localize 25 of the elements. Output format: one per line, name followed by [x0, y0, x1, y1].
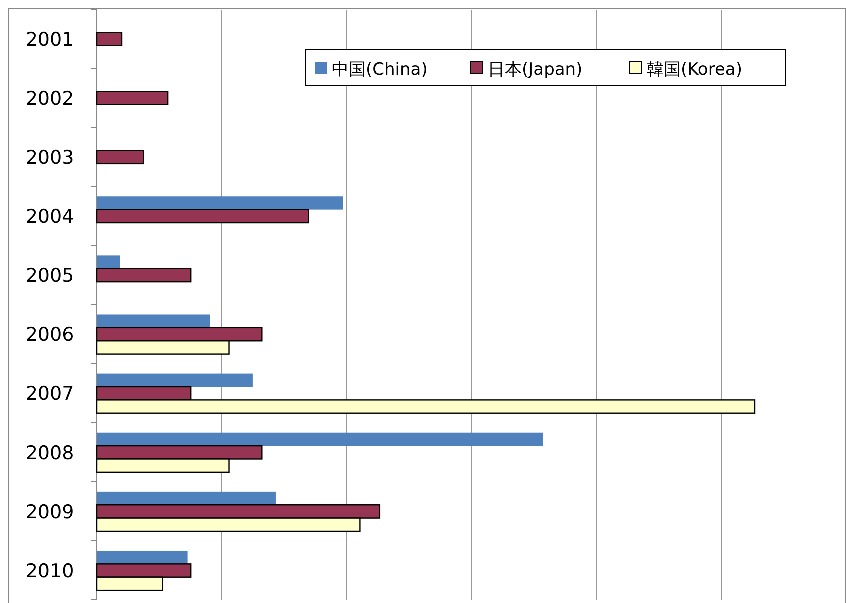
y-tick-label: 2007: [26, 383, 74, 406]
bar: [96, 32, 123, 46]
y-tick-label: 2009: [26, 501, 74, 524]
y-tick-label: 2005: [26, 265, 74, 288]
bar: [97, 256, 120, 269]
bar: [96, 209, 310, 224]
bar: [97, 196, 344, 210]
bar: [97, 374, 253, 387]
y-tick-label: 2004: [26, 206, 74, 228]
bar: [97, 314, 210, 328]
bar: [97, 550, 188, 564]
legend-label: 日本(Japan): [488, 60, 583, 80]
legend-label: 韓国(Korea): [647, 60, 742, 80]
bar: [97, 432, 544, 446]
legend-label: 中国(China): [332, 60, 428, 80]
bar: [96, 268, 192, 283]
y-tick-label: 2010: [26, 560, 74, 582]
y-tick-label: 2008: [26, 442, 74, 464]
y-tick-label: 2001: [26, 28, 74, 51]
y-tick-label: 2002: [26, 88, 74, 110]
y-tick-label: 2003: [26, 147, 74, 169]
bar: [97, 492, 276, 506]
bar: [96, 91, 169, 106]
bar: [96, 150, 144, 165]
y-tick-label: 2006: [26, 324, 74, 346]
